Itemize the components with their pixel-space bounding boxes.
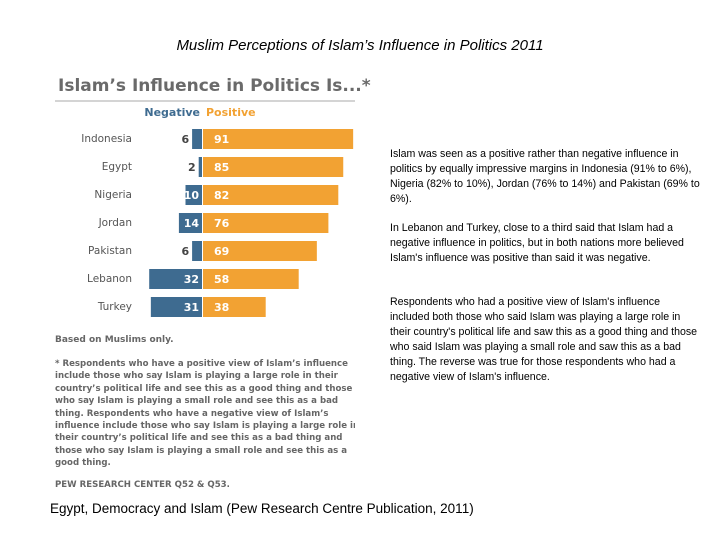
bar-negative <box>198 157 202 177</box>
value-label: 6 <box>181 133 189 146</box>
footnote: * Respondents who have a positive view o… <box>55 359 355 469</box>
value-label: 10 <box>184 189 200 202</box>
paragraph: Islam was seen as a positive rather than… <box>390 148 700 205</box>
value-label: 38 <box>214 301 229 314</box>
bar-negative <box>150 297 202 317</box>
value-label: 2 <box>188 161 196 174</box>
bar-negative <box>192 241 202 261</box>
value-label: 76 <box>214 217 230 230</box>
bar-positive <box>203 185 339 205</box>
value-label: 91 <box>214 133 229 146</box>
source: PEW RESEARCH CENTER Q52 & Q53. <box>55 480 230 490</box>
bar-positive <box>203 241 317 261</box>
value-label: 6 <box>181 245 189 258</box>
category-label: Nigeria <box>94 189 132 201</box>
category-label: Jordan <box>98 217 132 229</box>
slide-title: Muslim Perceptions of Islam’s Influence … <box>176 37 544 54</box>
value-label: 14 <box>184 217 200 230</box>
bar-negative <box>185 185 202 205</box>
category-label: Pakistan <box>88 245 132 257</box>
chart-title: Islam’s Influence in Politics Is...* <box>58 76 371 96</box>
paragraph: Respondents who had a positive view of I… <box>390 296 698 383</box>
value-label: 58 <box>214 273 229 286</box>
category-label: Turkey <box>97 301 132 313</box>
value-label: 31 <box>184 301 199 314</box>
category-label: Egypt <box>102 161 132 173</box>
bar-negative <box>178 213 202 233</box>
category-label: Indonesia <box>81 133 132 145</box>
category-label: Lebanon <box>87 273 132 285</box>
bar-positive <box>203 157 344 177</box>
bar-positive <box>203 297 266 317</box>
legend-label: Positive <box>206 106 256 119</box>
caption: Egypt, Democracy and Islam (Pew Research… <box>50 501 474 516</box>
bar-negative <box>192 129 202 149</box>
bar-positive <box>203 213 329 233</box>
value-label: 82 <box>214 189 229 202</box>
bar-positive <box>203 129 354 149</box>
value-label: 69 <box>214 245 229 258</box>
paragraph: In Lebanon and Turkey, close to a third … <box>390 222 684 264</box>
value-label: 32 <box>184 273 199 286</box>
value-label: 85 <box>214 161 229 174</box>
bar-negative <box>149 269 202 289</box>
footnote-box: * Respondents who have a positive view o… <box>55 358 355 472</box>
note: Based on Muslims only. <box>55 335 174 345</box>
legend-label: Negative <box>144 106 200 119</box>
bar-positive <box>203 269 299 289</box>
